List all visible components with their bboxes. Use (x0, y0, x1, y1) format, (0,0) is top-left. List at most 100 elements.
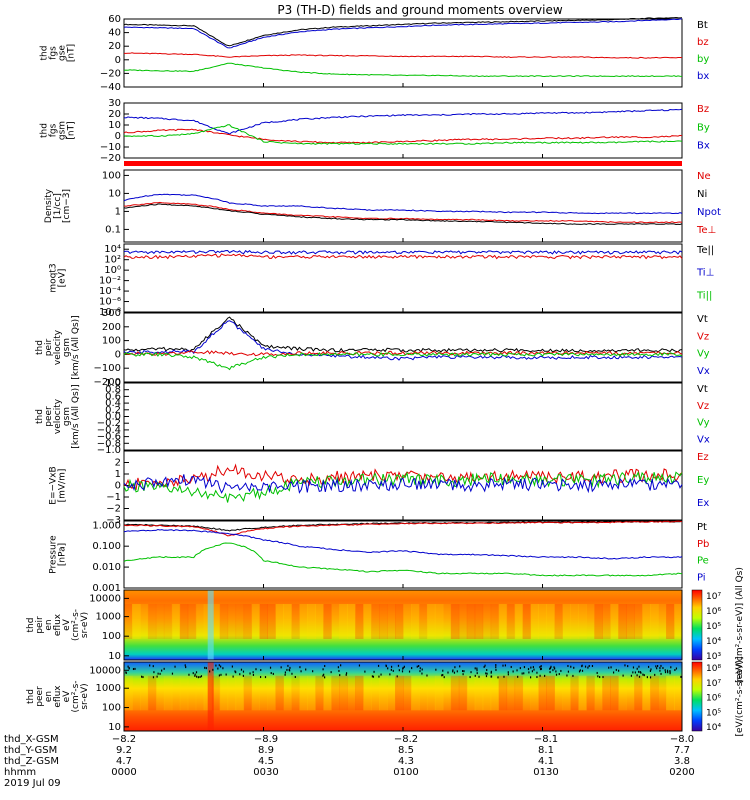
spectrogram-column (610, 604, 619, 639)
colorbar-label: [eV/(cm²-s-sr-eV)] (735, 656, 745, 736)
spectrogram-dot (608, 666, 610, 669)
spectrogram-dot (596, 671, 598, 674)
y-tick-label: 10⁴ (104, 244, 121, 255)
y-axis-label: thd (26, 618, 36, 633)
legend-label: Ey (697, 475, 709, 486)
spectrogram-dot (649, 669, 652, 672)
spectrogram-dot (646, 676, 648, 679)
spectrogram-dot (462, 673, 464, 676)
series-line-Pi (123, 528, 683, 560)
spectrogram-dot (459, 665, 461, 668)
spectrogram-column (235, 675, 245, 711)
y-tick-label: 0.100 (92, 541, 121, 552)
spectrogram-dot (185, 666, 187, 669)
series-line-Ex (123, 474, 683, 494)
y-tick-label: −1.0 (97, 445, 121, 456)
spectrogram-column (426, 675, 436, 711)
spectrogram-column (530, 604, 540, 639)
spectrogram-column (124, 675, 133, 711)
panel-frame (123, 102, 683, 159)
spectrogram-column (179, 675, 189, 711)
y-axis-label: moqt3 (49, 263, 59, 292)
colorbar-tick-label: 10⁴ (706, 723, 721, 733)
spectrogram-column (259, 675, 268, 711)
y-axis-label: fgs (49, 123, 59, 137)
spectrogram-column (546, 604, 555, 639)
spectrogram-dot (152, 665, 154, 668)
spectrogram-dot (402, 666, 404, 669)
spectrogram-dot (419, 670, 421, 673)
spectrogram-column (363, 604, 372, 639)
y-tick-label: −0.8 (97, 438, 121, 449)
y-tick-label: 0.001 (92, 583, 121, 594)
colorbar-tick-label: 10⁴ (706, 637, 721, 647)
colorbar-gradient (691, 589, 703, 661)
spectrogram-column (315, 675, 324, 711)
spectrogram-dot (339, 674, 341, 677)
y-axis-label: [nPa] (58, 543, 68, 566)
spectrogram-column (658, 675, 667, 711)
series-line-Vt (123, 316, 683, 353)
y-tick-label: −1 (106, 492, 121, 503)
spectrogram-dot (533, 668, 535, 671)
spectrogram-dot (581, 665, 583, 668)
spectrogram-dot (159, 672, 161, 675)
legend-label: bz (697, 37, 709, 48)
spectrogram-dot (512, 670, 514, 673)
x-tick-label: 0000 (111, 767, 136, 778)
y-axis-label: eV (62, 690, 72, 703)
series-line-Pb (123, 520, 683, 537)
spectrogram-column (331, 675, 340, 711)
spectrogram-dot (217, 667, 219, 670)
spectrogram-dot (305, 668, 307, 671)
spectrogram-dot (517, 675, 519, 678)
spectrogram-dot (659, 666, 661, 669)
legend-label: Vt (697, 314, 708, 325)
y-axis-label: peer (44, 406, 54, 427)
spectrogram-dot (322, 668, 324, 671)
x-row-label: thd_Z-GSM (4, 756, 59, 767)
series-line-Ey (123, 471, 683, 503)
spectrogram-dot (555, 673, 558, 676)
y-tick-label: −20 (100, 153, 121, 164)
spectrogram-column (355, 604, 364, 639)
spectrogram-dot (426, 674, 428, 677)
spectrogram-column (522, 604, 532, 639)
y-axis-label: velocity (53, 398, 63, 434)
legend-label: Pi (697, 572, 706, 583)
spectrogram-dot (284, 673, 286, 676)
spectrogram-dot (272, 672, 274, 675)
x-tick-label: 4.3 (398, 756, 414, 767)
series-line-bx (123, 18, 683, 49)
spectrogram-dot (528, 671, 530, 674)
spectrogram-dot (454, 666, 456, 669)
spectrogram-dot (377, 664, 380, 667)
spectrogram-dot (659, 669, 661, 672)
colorbar-gradient (691, 661, 703, 732)
y-tick-label: 100 (102, 170, 121, 181)
spectrogram-dot (128, 667, 130, 670)
panel-density: 100 10 1 0.1 Density [1/cc] [cm−3] Ne Ni Npot Te⊥ (44, 169, 721, 243)
spectrogram-column (434, 604, 444, 639)
y-tick-label: 200 (102, 322, 121, 333)
y-axis-label: gse (58, 45, 68, 61)
spectrogram-column (474, 604, 484, 639)
spectrogram-column (418, 675, 428, 711)
spectrogram-dot (212, 668, 214, 671)
series-line-Npot (123, 193, 683, 215)
spectrogram-dot (205, 667, 207, 670)
spectrogram-dot (670, 666, 672, 669)
panel-peir-velocity: 300 200 100 0 −100 −200 thd peir velocity gsm [km/… (35, 308, 710, 388)
spectrogram-dot (345, 673, 347, 676)
spectrogram-column (187, 675, 197, 711)
colorbar-tick-label: 10⁷ (706, 592, 721, 602)
spectrogram-column (387, 675, 396, 711)
y-tick-label: 10000 (89, 665, 121, 676)
legend-label: Bx (697, 141, 710, 152)
y-axis-label: [km/s (All Qs)] (71, 315, 81, 379)
spectrogram-dot (654, 673, 656, 676)
spectrogram-column (315, 604, 324, 639)
y-tick-label: 100 (102, 336, 121, 347)
spectrogram-dot (234, 670, 236, 673)
